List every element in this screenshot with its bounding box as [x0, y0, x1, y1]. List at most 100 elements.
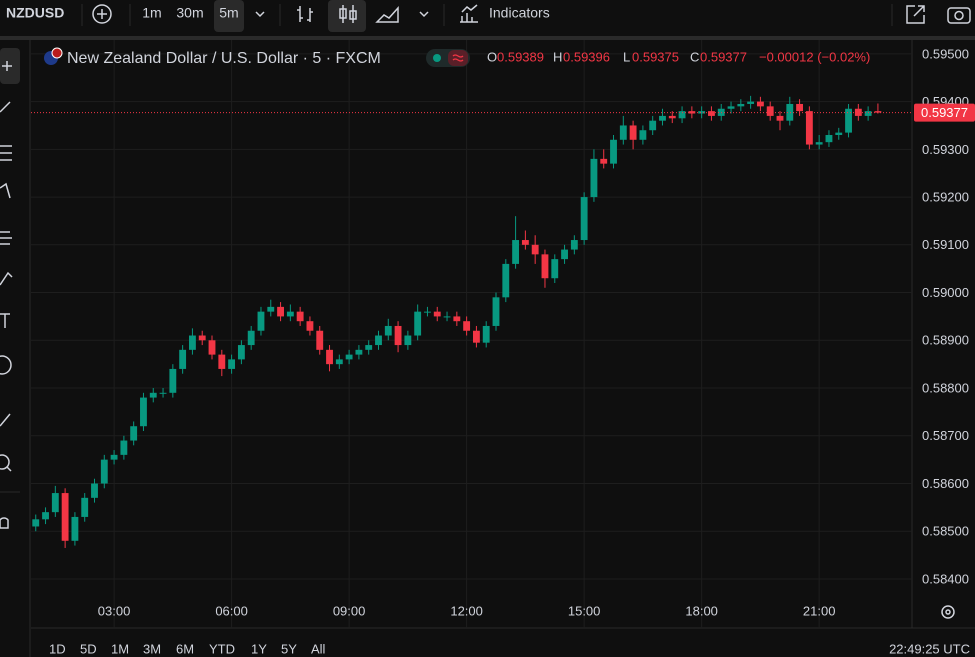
candle-body [130, 426, 138, 441]
y-tick-label: 0.59300 [922, 142, 969, 157]
candle-body [433, 311, 441, 317]
candle-body [335, 359, 343, 365]
candle-body [443, 316, 451, 318]
candle-body [51, 493, 59, 513]
range-button[interactable]: 3M [143, 641, 161, 656]
range-button[interactable]: 1D [49, 641, 66, 656]
range-button[interactable]: 5Y [281, 641, 297, 656]
area-icon[interactable] [375, 6, 399, 23]
candle-body [365, 345, 373, 350]
candle-body [619, 125, 627, 140]
chart-legend: New Zealand Dollar / U.S. Dollar · 5 · F… [44, 47, 870, 67]
left-toolbar-bg [0, 40, 30, 657]
x-tick-label: 06:00 [215, 603, 248, 618]
data-status-icon [452, 54, 464, 62]
x-tick-label: 03:00 [98, 603, 131, 618]
candle-body [570, 240, 578, 250]
y-tick-label: 0.58500 [922, 524, 969, 539]
candle-body [286, 311, 294, 317]
candle-body [747, 101, 755, 104]
measure-tool[interactable] [0, 413, 11, 427]
zoom-tool[interactable] [0, 454, 10, 470]
text-tool[interactable] [0, 313, 10, 328]
trend-line-tool[interactable] [0, 101, 11, 113]
candle-body [649, 120, 657, 131]
market-status [433, 54, 441, 62]
candles-icon-body [349, 10, 357, 20]
candle-body [708, 111, 715, 116]
candle-body [659, 115, 666, 121]
chart-type-menu[interactable] [419, 11, 429, 18]
candle-body [874, 111, 882, 113]
chart-title: New Zealand Dollar / U.S. Dollar · 5 · F… [67, 50, 381, 67]
candle-body [32, 519, 40, 527]
axis-settings[interactable] [941, 605, 955, 619]
candle-body [727, 106, 735, 109]
candle-body [81, 497, 89, 517]
indicators-button[interactable]: Indicators [489, 5, 550, 21]
range-button[interactable]: All [311, 641, 326, 656]
last-price-tag [914, 103, 975, 122]
candle-body [326, 349, 333, 365]
candle-body [267, 306, 275, 312]
ohlc-key: O [487, 49, 497, 64]
data-status [448, 50, 468, 66]
interval[interactable]: 1m [142, 5, 161, 21]
symbol[interactable]: NZDUSD [6, 5, 64, 21]
candle-body [776, 115, 784, 121]
fib-tool[interactable] [0, 145, 12, 161]
candle-body [512, 240, 520, 264]
candle-body [756, 101, 764, 107]
candle-body [472, 330, 480, 343]
candle-body [394, 325, 402, 346]
share-icon[interactable] [906, 5, 925, 24]
ohlc-value: 0.59396 [563, 49, 610, 64]
candle-body [463, 321, 471, 331]
left-toolbar [0, 40, 31, 657]
interval[interactable]: 30m [176, 5, 203, 21]
candle-body [737, 103, 745, 107]
range-button[interactable]: 1M [111, 641, 129, 656]
ohlc-value: 0.59377 [700, 49, 747, 64]
indicators-icon[interactable] [460, 4, 478, 23]
candle-body [492, 297, 500, 326]
add-symbol[interactable] [92, 4, 112, 24]
candle-body [42, 512, 49, 520]
projection-tool[interactable] [0, 231, 12, 245]
candle-body [766, 106, 774, 116]
candle-body [169, 368, 177, 393]
interval-menu[interactable] [255, 11, 265, 18]
magnet-tool[interactable] [0, 517, 9, 529]
y-tick-label: 0.59000 [922, 285, 969, 300]
x-tick-label: 09:00 [333, 603, 366, 618]
range-button[interactable]: YTD [209, 641, 235, 656]
emoji-tool[interactable] [0, 355, 12, 375]
y-tick-label: 0.59500 [922, 46, 969, 61]
candles-icon[interactable] [342, 5, 354, 23]
snapshot-icon[interactable] [947, 7, 971, 24]
y-tick-label: 0.58800 [922, 380, 969, 395]
cursor-tool[interactable] [2, 61, 12, 71]
interval[interactable]: 5m [219, 5, 238, 21]
candle-body [845, 108, 852, 133]
candle-body [424, 311, 431, 313]
range-button[interactable]: 1Y [251, 641, 267, 656]
candle-body [296, 311, 304, 322]
candle-body [218, 354, 226, 369]
candle-body [179, 349, 187, 369]
candle-body [159, 392, 167, 394]
ohlc-key: L [623, 49, 630, 64]
ohlc-value: 0.59375 [632, 49, 679, 64]
pattern-tool[interactable] [0, 182, 11, 199]
flag-us [51, 47, 63, 59]
bars-icon[interactable] [297, 6, 313, 22]
x-tick-label: 18:00 [685, 603, 718, 618]
y-tick-label: 0.58400 [922, 571, 969, 586]
candle-body [375, 335, 382, 346]
candle-body [355, 349, 363, 355]
brush-tool[interactable] [0, 271, 13, 286]
candle-body [140, 397, 147, 427]
range-button[interactable]: 6M [176, 641, 194, 656]
range-button[interactable]: 5D [80, 641, 97, 656]
